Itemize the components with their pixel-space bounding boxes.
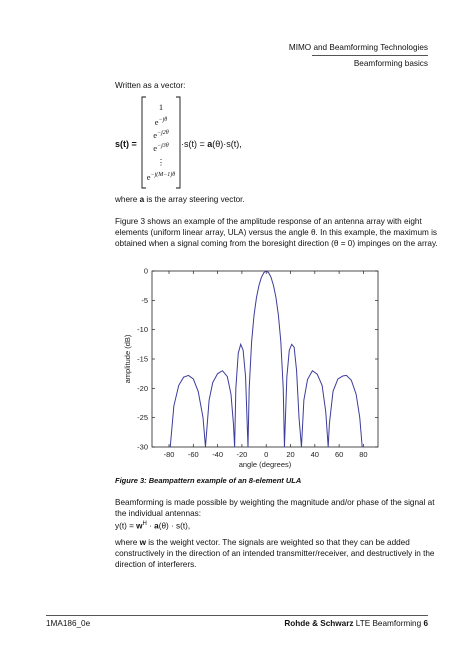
text: is the array steering vector. [144, 195, 245, 204]
matrix-entry: e−j3θ [143, 143, 179, 153]
header-section: Beamforming basics [353, 59, 428, 68]
eq-rhs-start: ·s(t) = [181, 139, 208, 149]
eq-rhs: ·s(t) = a(θ)·s(t), [181, 139, 242, 150]
bold: w [139, 538, 146, 547]
bold: w [136, 521, 143, 531]
para1: where a is the array steering vector. [115, 194, 440, 205]
base: e [153, 130, 158, 140]
company: Rohde & Schwarz [284, 619, 354, 628]
y-tick-label: -30 [137, 443, 148, 452]
equation2: y(t) = wH · a(θ) · s(t), [115, 519, 440, 532]
matrix-entry: e−j2θ [143, 130, 179, 140]
line-series [169, 270, 363, 448]
eq-lhs: s(t) = [115, 139, 137, 149]
x-tick-label: -60 [188, 450, 199, 459]
x-tick-label: 20 [286, 450, 294, 459]
matrix-brackets [141, 96, 181, 189]
text: · [146, 521, 155, 531]
base: e [146, 172, 151, 182]
x-tick-label: -20 [236, 450, 247, 459]
para3: Beamforming is made possible by weightin… [115, 498, 435, 518]
exponent: −j(M−1)θ [150, 172, 176, 179]
exponent: −j2θ [157, 130, 169, 137]
exponent: −j3θ [157, 143, 169, 150]
caption: Figure 3: Beampattern example of an 8-el… [115, 476, 302, 485]
plot-frame [151, 270, 379, 448]
x-axis-label: angle (degrees) [239, 460, 292, 469]
header-rule [312, 55, 428, 56]
sup: H [142, 521, 147, 527]
page-number: 6 [423, 619, 428, 628]
y-axis-label: amplitude (dB) [123, 334, 132, 383]
matrix-entry: e−jθ [143, 117, 179, 127]
y-tick-label: -25 [137, 413, 148, 422]
text: (θ) · s(t), [158, 521, 191, 531]
base: e [154, 117, 159, 127]
matrix-entry: 1 [158, 102, 164, 112]
x-tick-label: -80 [164, 450, 175, 459]
x-tick-label: 0 [264, 450, 268, 459]
footer-doc: 1MA186_0e [46, 619, 91, 628]
y-tick-label: -5 [141, 296, 148, 305]
x-tick-label: 80 [359, 450, 367, 459]
eq-rhs-end: (θ)·s(t), [212, 139, 242, 149]
footer-right: Rohde & Schwarz LTE Beamforming 6 [284, 618, 428, 629]
base: e [153, 143, 158, 153]
intro: Written as a vector: [115, 81, 186, 90]
y-tick-label: -20 [137, 384, 148, 393]
footer-title: LTE Beamforming [353, 619, 424, 628]
para4: where w is the weight vector. The signal… [115, 537, 440, 570]
text: y(t) = [115, 521, 137, 531]
x-tick-label: 60 [335, 450, 343, 459]
bold: a [139, 195, 145, 204]
eq-rhs-bold: a [207, 139, 213, 149]
matrix-entry: ⋮ [156, 157, 166, 167]
y-tick-label: 0 [144, 267, 148, 276]
x-tick-label: 40 [311, 450, 319, 459]
exponent: −jθ [158, 117, 168, 124]
para2: Figure 3 shows an example of the amplitu… [115, 217, 438, 248]
y-tick-label: -15 [137, 355, 148, 364]
bold: a [154, 521, 159, 531]
y-tick-label: -10 [137, 325, 148, 334]
text: is the weight vector. The signals are we… [115, 538, 435, 569]
x-tick-label: -40 [212, 450, 223, 459]
text: where [115, 538, 140, 547]
text: where [115, 195, 140, 204]
chart: 0 -5 -10 -15 -20 -25 -30 -80 -60 -40 -20 0 20 40 60 80 a… [123, 267, 379, 469]
header-title: MIMO and Beamforming Technologies [288, 43, 428, 52]
matrix-entry: e−j(M−1)θ [143, 172, 179, 182]
footer-rule [46, 615, 428, 616]
